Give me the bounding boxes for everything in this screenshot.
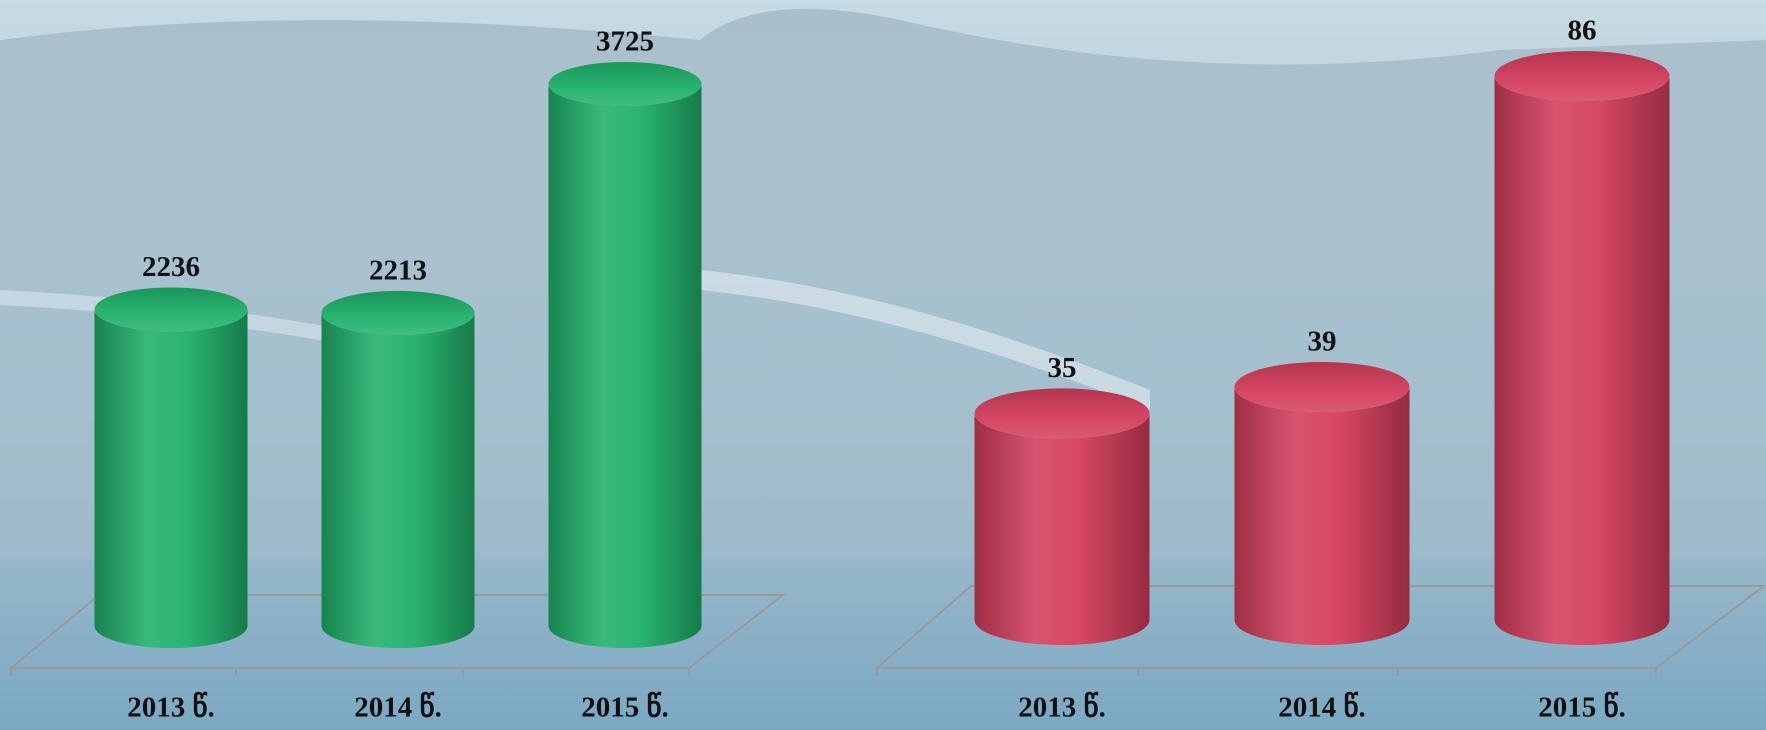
value-label: 86 [1568, 15, 1597, 47]
cylinder-top [975, 388, 1150, 438]
cylinder-bar [975, 413, 1150, 645]
cylinder-bar [1495, 76, 1670, 645]
category-label: 2013 წ. [127, 692, 215, 724]
page: 2236 2013 წ. 2213 2014 წ. 3725 2015 წ. 35 2013 … [0, 0, 1766, 730]
cylinder-top [1235, 362, 1410, 412]
value-label: 39 [1308, 326, 1337, 358]
cylinder-top [1495, 51, 1670, 101]
category-label: 2013 წ. [1018, 692, 1106, 724]
cylinder-bar [322, 313, 475, 648]
cylinder-top [95, 287, 248, 331]
cylinder-bar [549, 84, 702, 648]
cylinder-bar [95, 309, 248, 648]
cylinder-top [549, 62, 702, 106]
value-label: 2236 [142, 251, 200, 283]
category-label: 2015 წ. [581, 692, 669, 724]
value-label: 3725 [596, 26, 654, 58]
cylinder-bar [1235, 387, 1410, 645]
chart-area: 2236 2013 წ. 2213 2014 წ. 3725 2015 წ. 35 2013 … [0, 0, 1766, 730]
value-label: 35 [1048, 352, 1077, 384]
category-label: 2015 წ. [1538, 692, 1626, 724]
category-label: 2014 წ. [1278, 692, 1366, 724]
category-label: 2014 წ. [354, 692, 442, 724]
value-label: 2213 [369, 255, 427, 287]
cylinder-top [322, 291, 475, 335]
